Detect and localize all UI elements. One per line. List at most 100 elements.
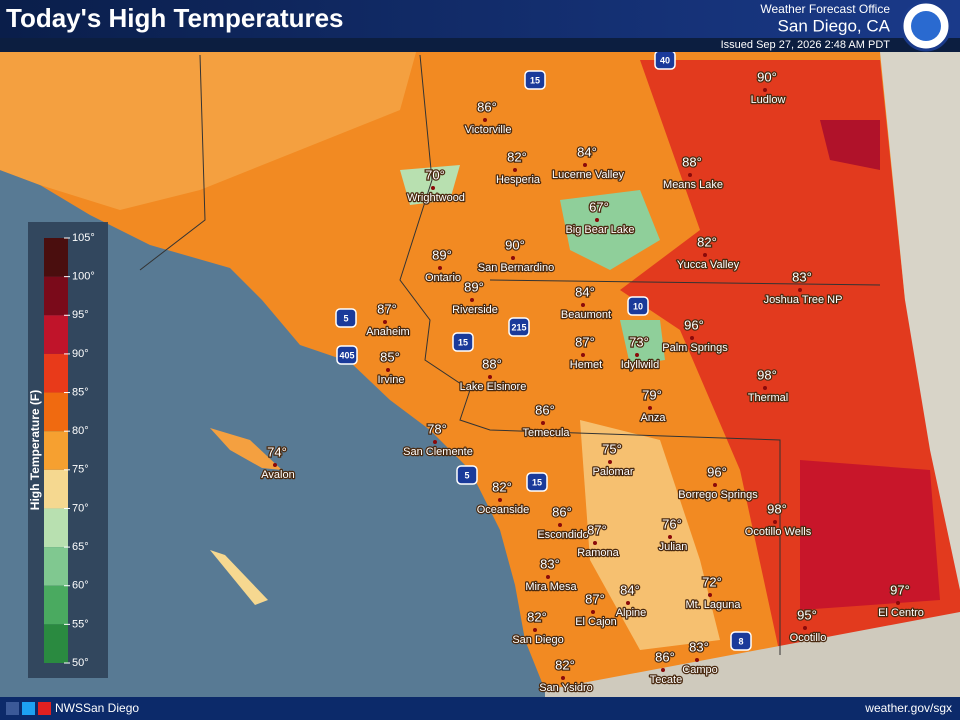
city-temp: 87° — [377, 301, 397, 316]
city-temp: 84° — [575, 284, 595, 299]
legend-label: 75° — [72, 464, 89, 476]
legend-label: 80° — [72, 425, 89, 437]
city-temp: 88° — [482, 356, 502, 371]
highway-shield — [508, 317, 530, 337]
city-name: Idyllwild — [621, 359, 660, 371]
city-dot — [513, 168, 517, 172]
land-north — [0, 38, 420, 210]
city-dot — [595, 218, 599, 222]
city-name: Tecate — [650, 674, 682, 686]
city-dot — [546, 575, 550, 579]
city-name: Mira Mesa — [525, 581, 577, 593]
legend-label: 70° — [72, 502, 89, 514]
city-dot — [713, 483, 717, 487]
city-dot — [803, 626, 807, 630]
san-clemente-island — [210, 550, 268, 605]
city-name: Alpine — [616, 607, 647, 619]
title: Today's High Temperatures — [6, 3, 344, 33]
youtube-icon[interactable] — [38, 702, 51, 715]
city-temp: 97° — [890, 582, 910, 597]
legend-label: 55° — [72, 618, 89, 630]
city-temp: 82° — [492, 479, 512, 494]
city-temp: 82° — [507, 149, 527, 164]
city-name: Ocotillo Wells — [745, 526, 812, 538]
city-temp: 86° — [535, 402, 555, 417]
city-dot — [798, 288, 802, 292]
hot-core — [800, 460, 940, 610]
legend-label: 65° — [72, 541, 89, 553]
legend-label: 95° — [72, 309, 89, 321]
city-temp: 90° — [757, 69, 777, 84]
city-dot — [668, 535, 672, 539]
legend-label: 85° — [72, 386, 89, 398]
legend-swatch — [44, 431, 68, 470]
city-temp: 82° — [555, 657, 575, 672]
city-name: Joshua Tree NP — [764, 294, 843, 306]
city-name: Borrego Springs — [678, 489, 758, 501]
city-dot — [273, 463, 277, 467]
city-dot — [773, 520, 777, 524]
city-dot — [763, 88, 767, 92]
city-temp: 74° — [267, 444, 287, 459]
highway-shield — [456, 465, 478, 485]
hot-core — [820, 120, 880, 170]
highway-shield — [336, 345, 358, 365]
city-name: Victorville — [465, 124, 512, 136]
city-temp: 98° — [757, 367, 777, 382]
city-temp: 84° — [620, 582, 640, 597]
city-name: Palomar — [593, 466, 634, 478]
legend-swatch — [44, 315, 68, 354]
legend-label: 50° — [72, 657, 89, 669]
highway-number: 405 — [339, 350, 354, 360]
city-name: El Centro — [878, 607, 924, 619]
cool-zone — [620, 320, 665, 365]
facebook-icon[interactable] — [6, 702, 19, 715]
mexico — [545, 612, 960, 697]
city-name: Temecula — [522, 427, 570, 439]
legend-label: 90° — [72, 348, 89, 360]
location: San Diego, CA — [778, 16, 891, 35]
city-name: Hemet — [570, 359, 602, 371]
city-dot — [533, 628, 537, 632]
city-name: Wrightwood — [407, 192, 465, 204]
city-dot — [896, 601, 900, 605]
highway-number: 8 — [738, 636, 743, 646]
city-dot — [583, 163, 587, 167]
website[interactable]: weather.gov/sgx — [864, 701, 952, 715]
county-lines — [139, 54, 881, 655]
highway-number: 15 — [532, 477, 542, 487]
mild-zone — [580, 420, 720, 650]
city-name: Anaheim — [366, 326, 409, 338]
highway-shield — [335, 308, 357, 328]
legend-label: 60° — [72, 580, 89, 592]
city-name: Means Lake — [663, 179, 723, 191]
city-temp: 89° — [464, 279, 484, 294]
city-dot — [383, 320, 387, 324]
twitter-icon[interactable] — [22, 702, 35, 715]
city-name: Mt. Laguna — [685, 599, 741, 611]
city-name: Riverside — [452, 304, 498, 316]
city-temp: 96° — [684, 317, 704, 332]
highway-shield — [524, 70, 546, 90]
city-name: San Ysidro — [539, 682, 593, 694]
city-dot — [591, 610, 595, 614]
city-temp: 85° — [380, 349, 400, 364]
city-dot — [483, 118, 487, 122]
city-temp: 83° — [792, 269, 812, 284]
city-dot — [470, 298, 474, 302]
city-temp: 82° — [697, 234, 717, 249]
city-temp: 87° — [587, 522, 607, 537]
city-temp: 89° — [432, 247, 452, 262]
city-temp: 96° — [707, 464, 727, 479]
social-handle: NWSSan Diego — [55, 701, 139, 715]
city-temp: 76° — [662, 516, 682, 531]
logo-inner — [911, 11, 941, 41]
highway-number: 15 — [530, 75, 540, 85]
highway-number: 40 — [660, 55, 670, 65]
city-name: Thermal — [748, 392, 788, 404]
city-temp: 79° — [642, 387, 662, 402]
highway-shield — [526, 472, 548, 492]
city-name: Lake Elsinore — [460, 381, 527, 393]
city-temp: 75° — [602, 441, 622, 456]
